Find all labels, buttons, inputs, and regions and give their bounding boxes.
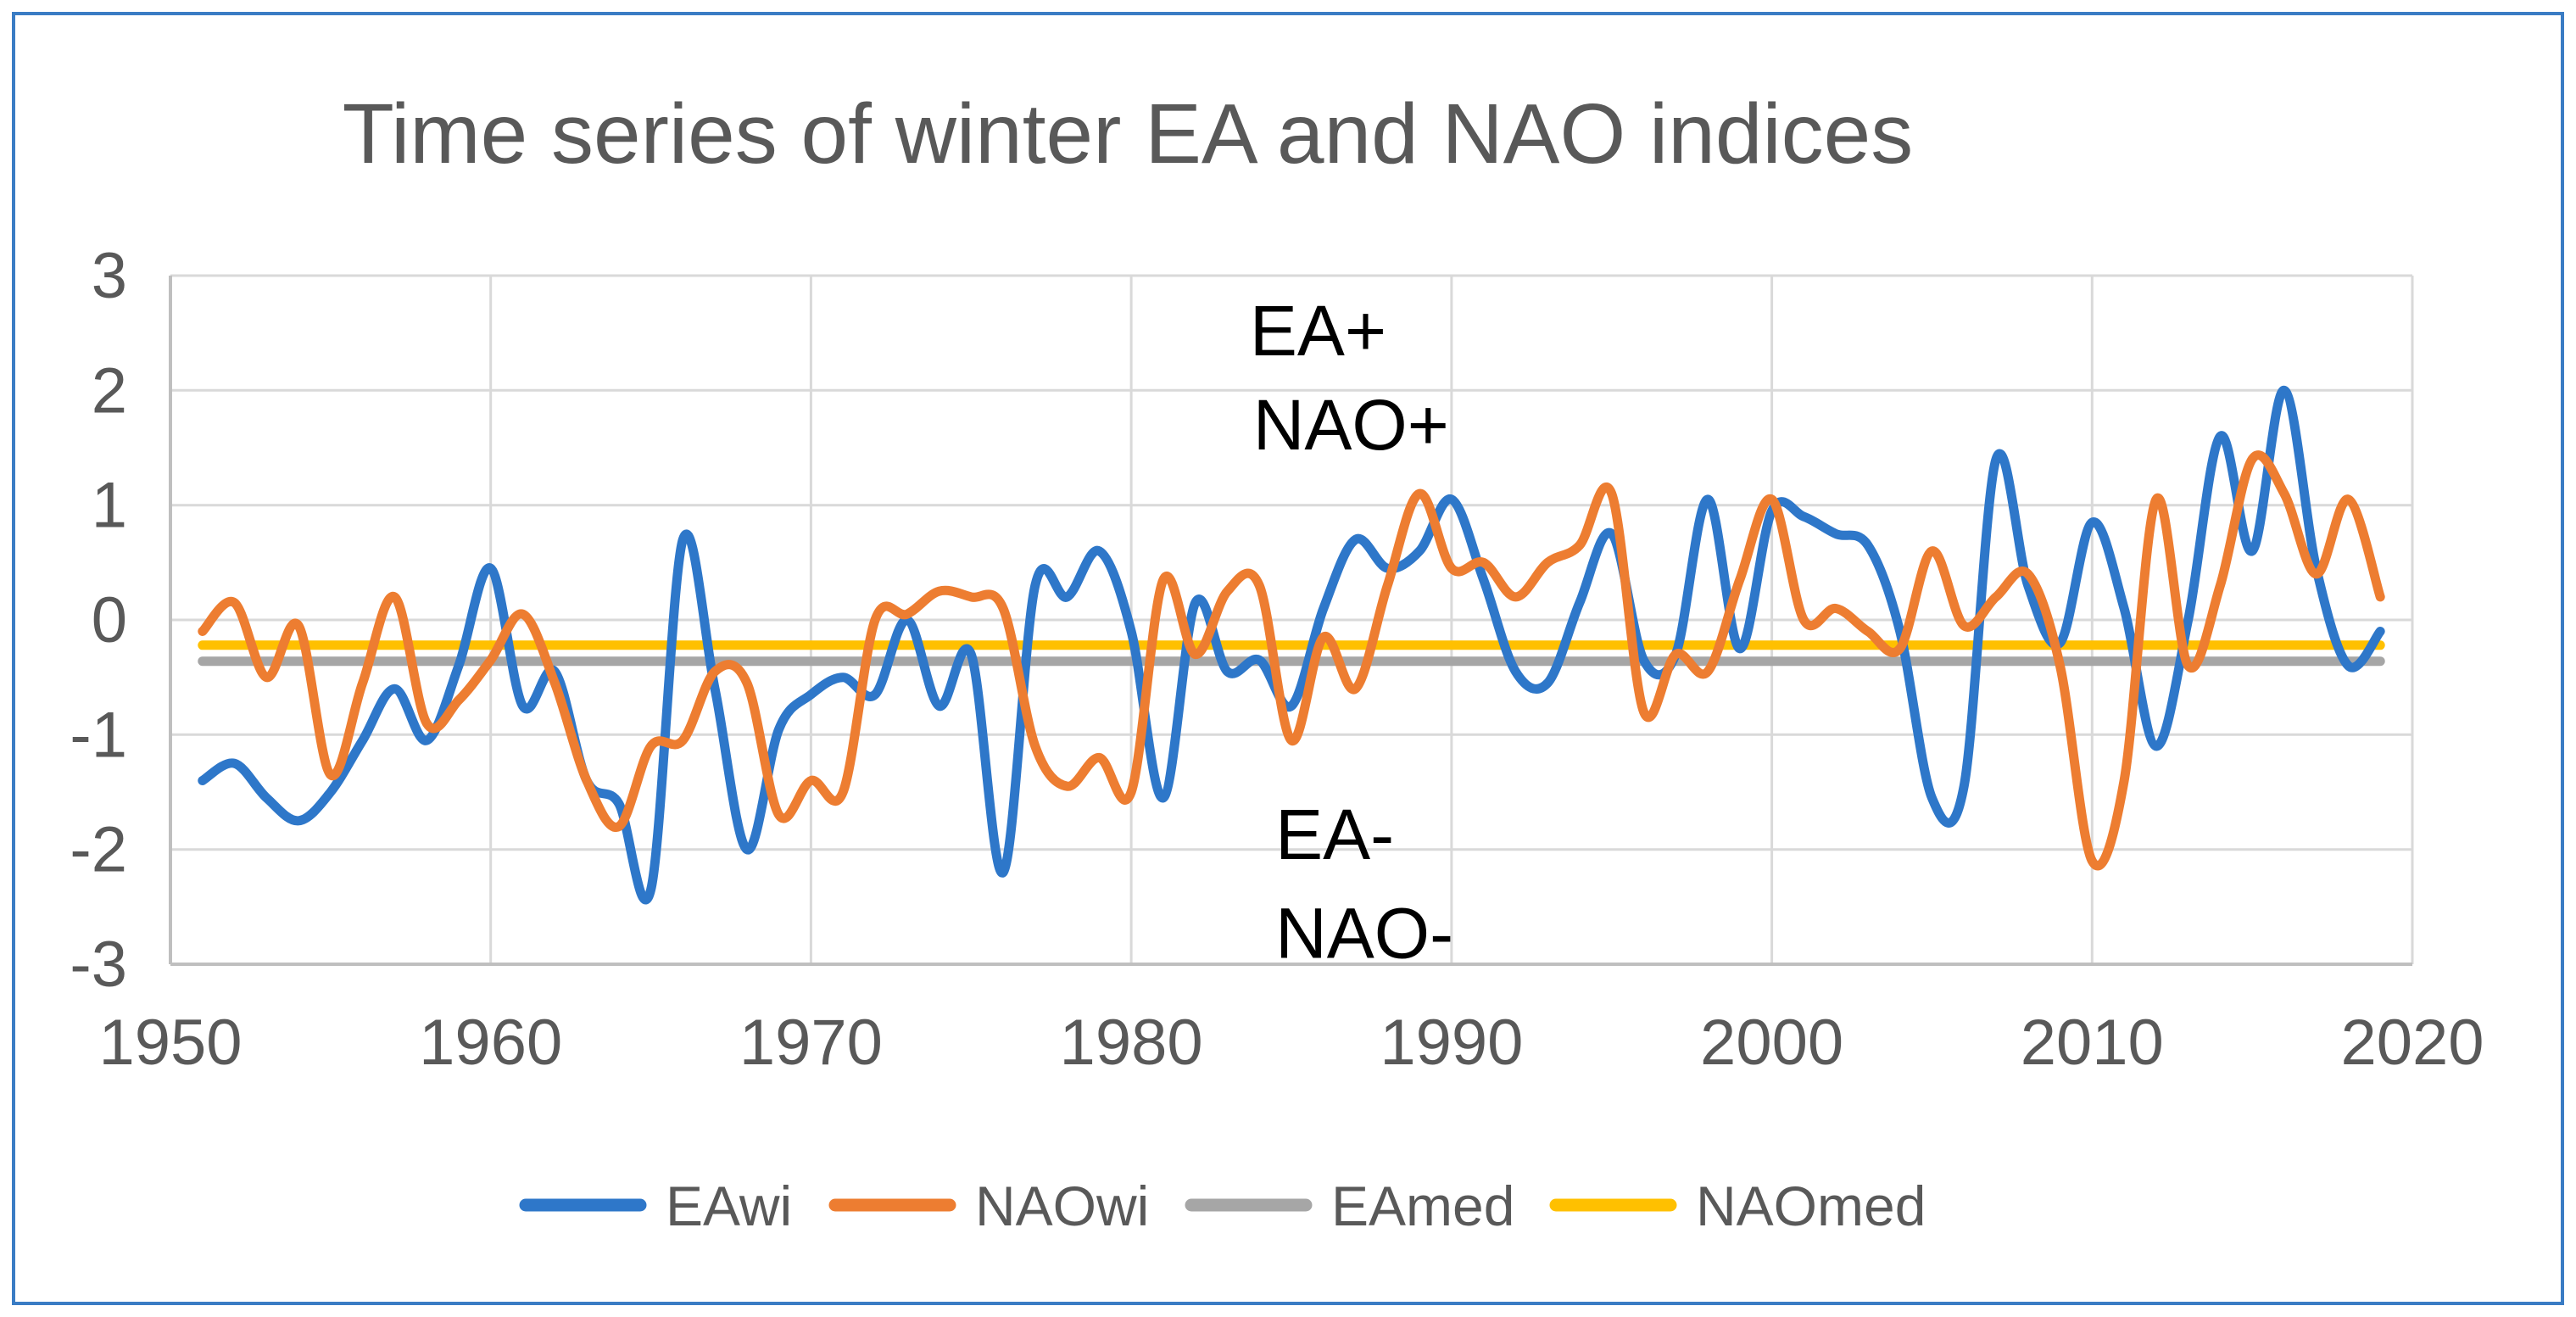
x-tick-label: 1960 <box>419 1007 562 1079</box>
y-tick-label: -1 <box>70 699 127 771</box>
annotation-ea: EA- <box>1275 795 1394 874</box>
legend-label-EAwi: EAwi <box>666 1175 792 1237</box>
series-line-NAOwi <box>198 450 2385 871</box>
y-tick-label: -3 <box>70 929 127 1001</box>
legend: EAwi NAOwi EAmed NAOmed <box>519 1175 1926 1237</box>
legend-label-NAOwi: NAOwi <box>975 1175 1149 1237</box>
axis-lines <box>169 276 2412 966</box>
legend-label-NAOmed: NAOmed <box>1696 1175 1926 1237</box>
annotation-nao: NAO+ <box>1253 385 1449 465</box>
y-tick-label: 2 <box>92 354 127 427</box>
y-tick-label: -2 <box>70 814 127 886</box>
annotation-ea: EA+ <box>1250 291 1386 371</box>
x-axis-tick-labels: 1950 1960 1970 1980 1990 2000 2010 2020 <box>98 1007 2484 1079</box>
x-tick-label: 1990 <box>1380 1007 1523 1079</box>
x-tick-label: 2020 <box>2340 1007 2484 1079</box>
y-tick-label: 3 <box>92 240 127 312</box>
y-tick-label: 0 <box>92 584 127 656</box>
quadrant-annotations: EA+ NAO+ EA- NAO- <box>1250 291 1453 974</box>
series-lines <box>198 385 2385 905</box>
y-tick-label: 1 <box>92 470 127 542</box>
annotation-nao: NAO- <box>1275 894 1453 974</box>
y-axis-tick-labels: 3 2 1 0 -1 -2 -3 <box>70 240 127 1001</box>
legend-label-EAmed: EAmed <box>1331 1175 1514 1237</box>
x-tick-label: 1980 <box>1060 1007 1203 1079</box>
x-tick-label: 2000 <box>1700 1007 1843 1079</box>
x-tick-label: 1970 <box>739 1007 883 1079</box>
x-tick-label: 2010 <box>2021 1007 2164 1079</box>
x-tick-label: 1950 <box>98 1007 242 1079</box>
chart-title: Time series of winter EA and NAO indices <box>343 86 1914 181</box>
